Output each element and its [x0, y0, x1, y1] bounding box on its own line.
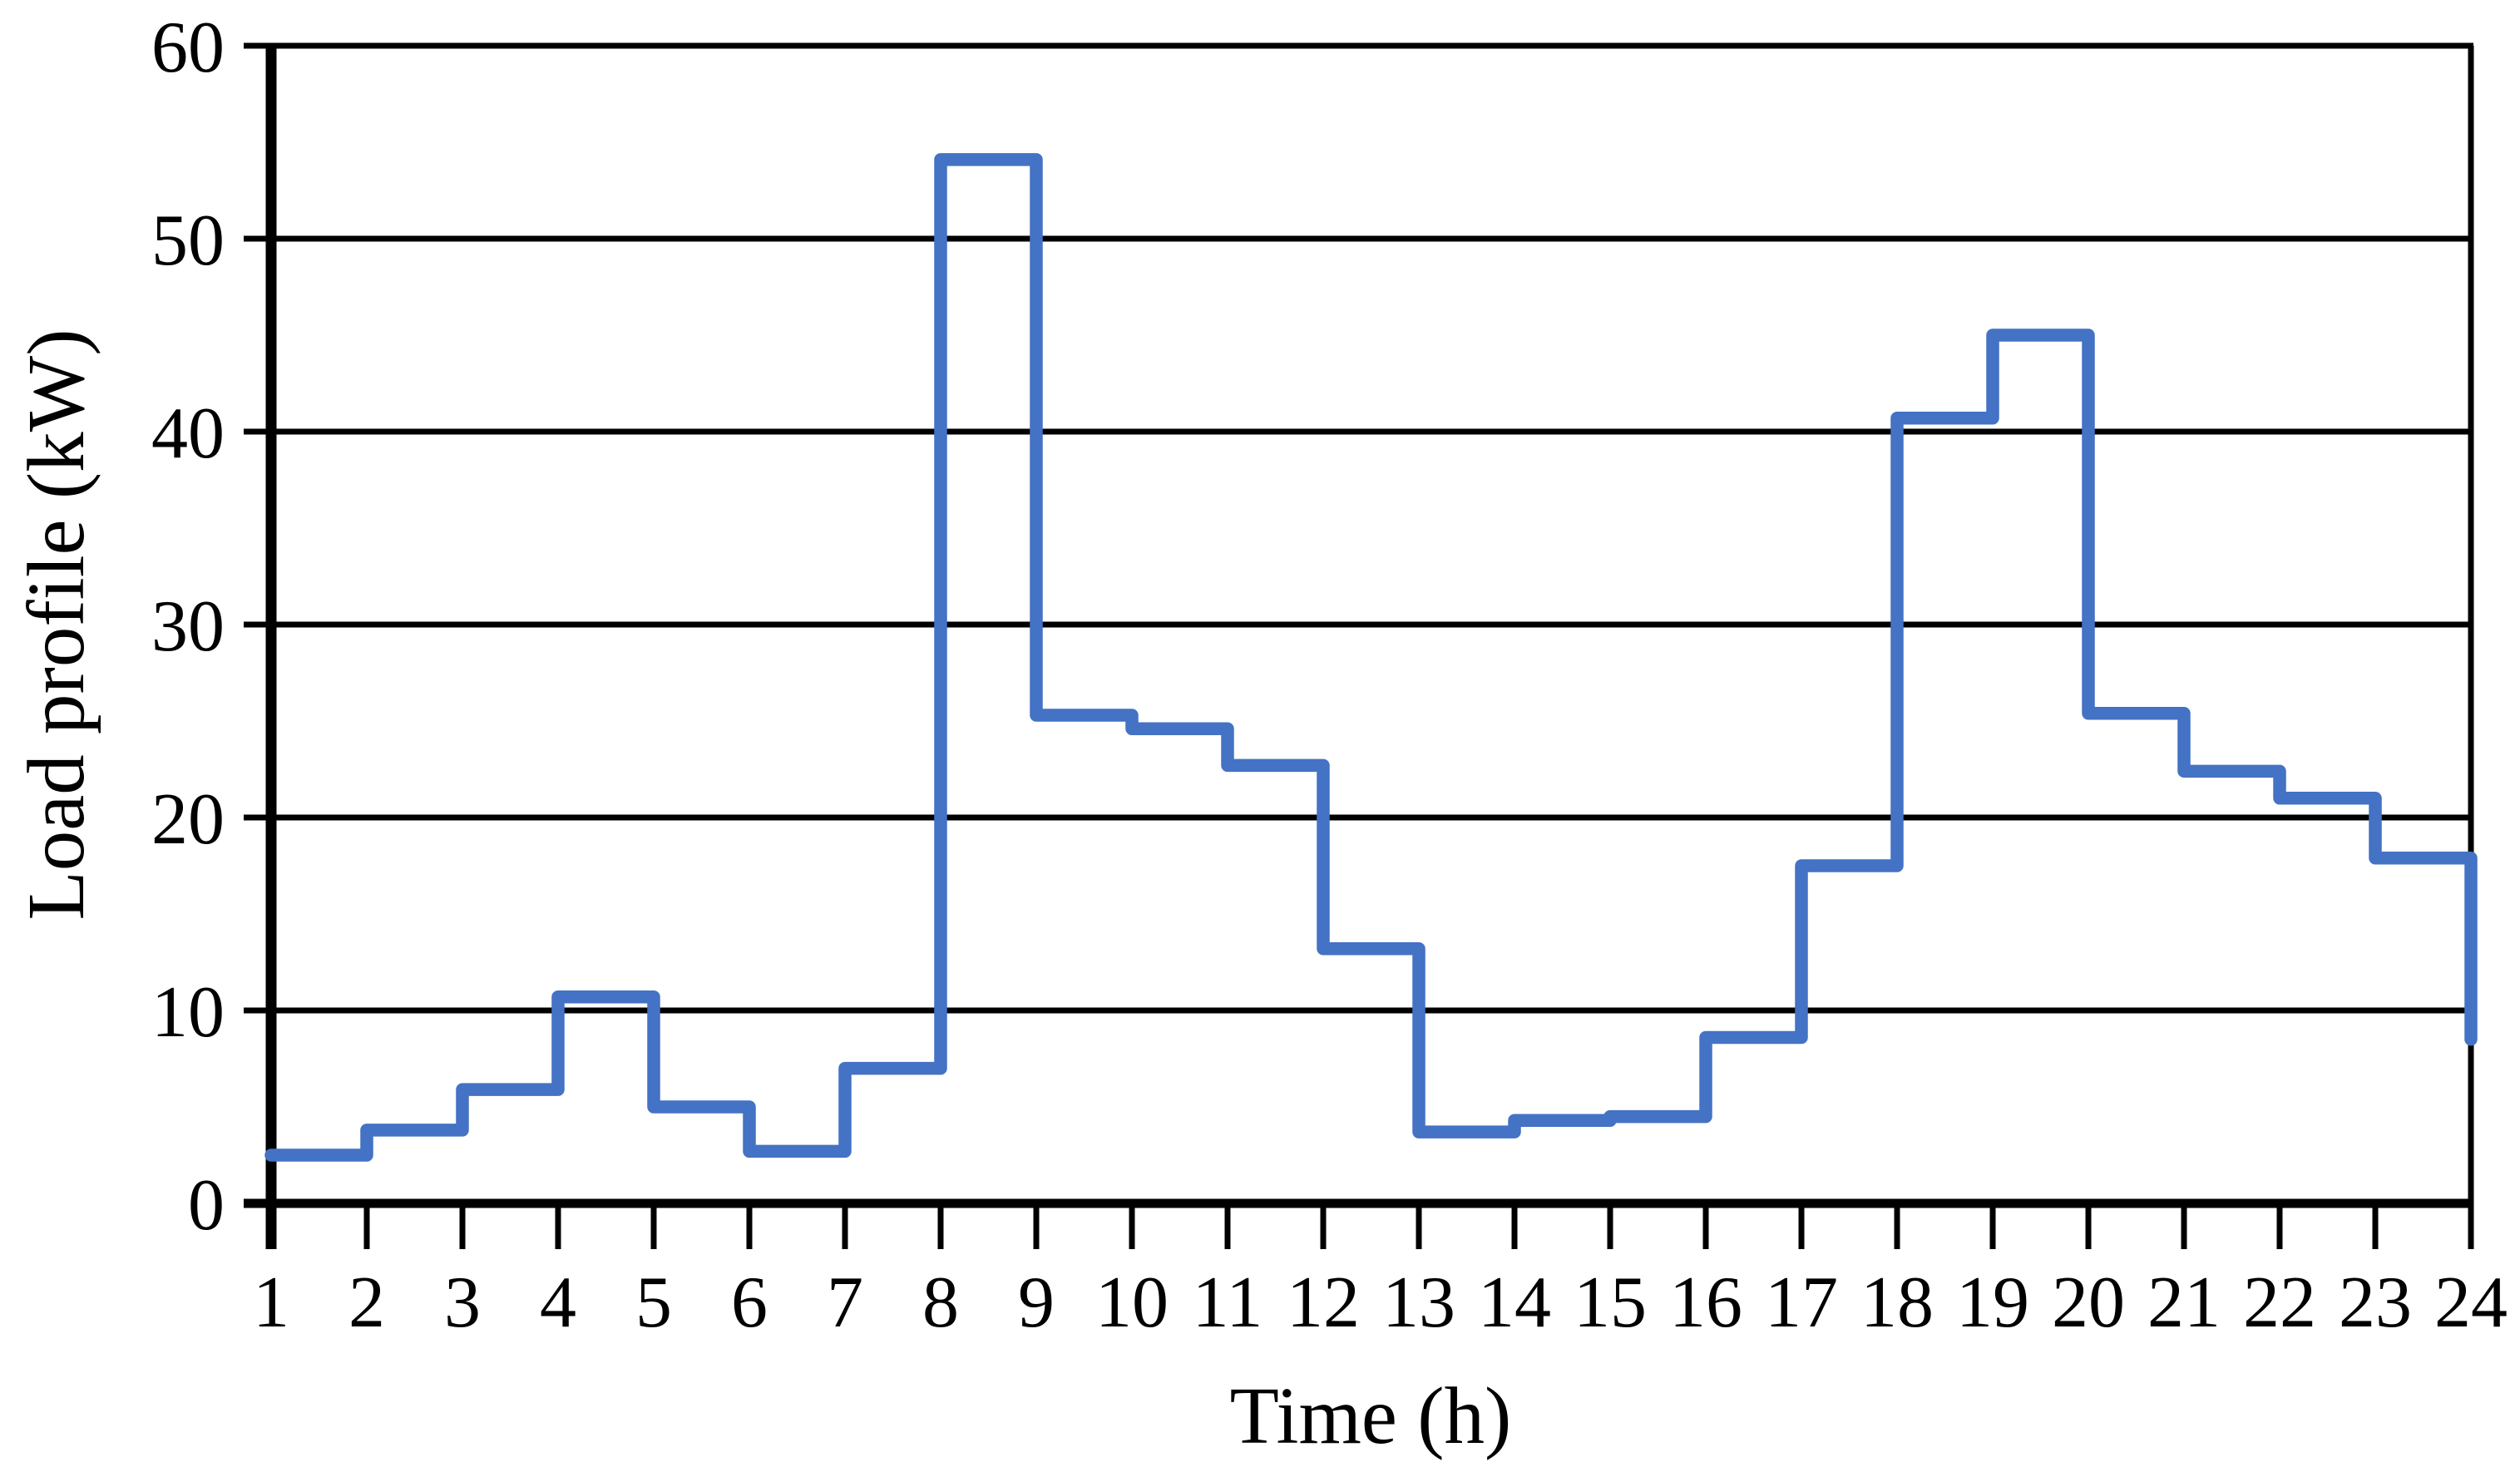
x-tick-label-6: 6: [731, 1262, 768, 1343]
x-tick-label-16: 16: [1669, 1262, 1742, 1343]
x-tick-label-11: 11: [1193, 1262, 1263, 1343]
y-tick-labels-group: 0 10 20 30 40 50 60: [151, 7, 225, 1246]
x-tick-label-22: 22: [2243, 1262, 2316, 1343]
y-tick-label-10: 10: [151, 972, 225, 1053]
x-tick-label-14: 14: [1478, 1262, 1551, 1343]
y-axis-title: Load profile (kW): [12, 328, 101, 920]
x-tick-label-10: 10: [1095, 1262, 1169, 1343]
x-tick-label-7: 7: [827, 1262, 863, 1343]
x-tick-label-2: 2: [348, 1262, 385, 1343]
x-tick-label-17: 17: [1765, 1262, 1838, 1343]
x-tick-label-8: 8: [922, 1262, 959, 1343]
x-tick-label-5: 5: [635, 1262, 672, 1343]
y-tick-label-20: 20: [151, 779, 225, 860]
x-tick-label-19: 19: [1956, 1262, 2029, 1343]
y-tick-label-50: 50: [151, 200, 225, 281]
x-tick-label-9: 9: [1018, 1262, 1055, 1343]
x-tick-label-4: 4: [540, 1262, 576, 1343]
x-tick-label-15: 15: [1574, 1262, 1647, 1343]
gridlines-group: [244, 42, 2473, 1014]
y-tick-label-60: 60: [151, 7, 225, 88]
ticks-group: [363, 1203, 2379, 1249]
y-tick-label-0: 0: [188, 1165, 225, 1246]
y-tick-label-40: 40: [151, 393, 225, 474]
x-tick-labels-group: 1 2 3 4 5 6 7 8 9 10 11 12 13 14 15 16 17 18 19 20 21 22 23 24: [253, 1262, 2508, 1343]
x-tick-label-1: 1: [253, 1262, 289, 1343]
x-tick-label-12: 12: [1287, 1262, 1360, 1343]
x-tick-label-13: 13: [1382, 1262, 1455, 1343]
x-tick-label-18: 18: [1860, 1262, 1934, 1343]
x-tick-label-23: 23: [2339, 1262, 2412, 1343]
axes-group: [244, 46, 2474, 1249]
x-tick-label-24: 24: [2434, 1262, 2508, 1343]
x-axis-title: Time (h): [1230, 1371, 1512, 1460]
x-tick-label-3: 3: [444, 1262, 481, 1343]
y-tick-label-30: 30: [151, 586, 225, 667]
x-tick-label-21: 21: [2147, 1262, 2221, 1343]
x-tick-label-20: 20: [2052, 1262, 2125, 1343]
load-profile-series-line: [264, 153, 2478, 1162]
